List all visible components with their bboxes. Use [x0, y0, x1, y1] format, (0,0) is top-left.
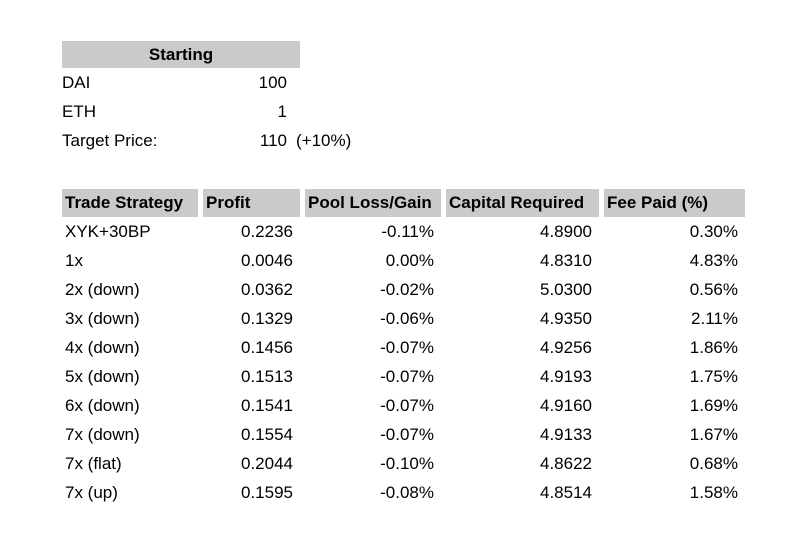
- strategy-name-cell: 7x (down): [65, 424, 140, 444]
- value-cell: 0.1595: [241, 482, 293, 502]
- strategy-name-cell: 1x: [65, 250, 83, 270]
- value-cell: 1.67%: [689, 424, 738, 444]
- strategy-table: Trade Strategy Profit Pool Loss/Gain Capita…: [62, 189, 745, 507]
- strategy-name-cell: XYK+30BP: [65, 221, 151, 241]
- strategy-header-row: Trade Strategy Profit Pool Loss/Gain Capita…: [62, 189, 745, 217]
- column-header: Fee Paid (%): [604, 189, 745, 217]
- value-cell: 0.0046: [241, 250, 293, 270]
- strategy-name-cell: 5x (down): [65, 366, 140, 386]
- table-row: 4x (down) 0.1456 -0.07% 4.9256 1.86%: [62, 333, 745, 362]
- strategy-name-cell: 7x (up): [65, 482, 118, 502]
- table-row: 1x 0.0046 0.00% 4.8310 4.83%: [62, 246, 745, 275]
- value-cell: 1.58%: [689, 482, 738, 502]
- value-cell: 4.9193: [540, 366, 592, 386]
- value-cell: 4.9256: [540, 337, 592, 357]
- value-cell: 4.83%: [689, 250, 738, 270]
- eth-value: 1: [277, 101, 287, 121]
- value-cell: 2.11%: [691, 308, 738, 328]
- value-cell: -0.10%: [380, 453, 434, 473]
- value-cell: 4.9160: [540, 395, 592, 415]
- table-row: 7x (down) 0.1554 -0.07% 4.9133 1.67%: [62, 420, 745, 449]
- value-cell: 0.68%: [689, 453, 738, 473]
- value-cell: 0.1456: [241, 337, 293, 357]
- value-cell: 0.1554: [241, 424, 293, 444]
- value-cell: 0.0362: [241, 279, 293, 299]
- table-row: 6x (down) 0.1541 -0.07% 4.9160 1.69%: [62, 391, 745, 420]
- column-header: Pool Loss/Gain: [305, 189, 441, 217]
- value-cell: -0.07%: [380, 424, 434, 444]
- value-cell: 4.8622: [540, 453, 592, 473]
- table-row: 5x (down) 0.1513 -0.07% 4.9193 1.75%: [62, 362, 745, 391]
- dai-value: 100: [258, 72, 287, 92]
- column-header: Trade Strategy: [62, 189, 198, 217]
- value-cell: -0.02%: [380, 279, 434, 299]
- value-cell: -0.07%: [380, 395, 434, 415]
- target-price-value: 110: [259, 130, 287, 150]
- value-cell: -0.11%: [381, 221, 434, 241]
- value-cell: 0.1513: [241, 366, 293, 386]
- dai-label: DAI: [62, 72, 91, 92]
- starting-header-cell: Starting: [62, 41, 300, 68]
- strategy-name-cell: 6x (down): [65, 395, 140, 415]
- value-cell: 0.1329: [241, 308, 293, 328]
- table-row: 7x (up) 0.1595 -0.08% 4.8514 1.58%: [62, 478, 745, 507]
- column-header: Profit: [203, 189, 300, 217]
- summary-row-target-price: Target Price: 110 (+10%): [62, 126, 351, 155]
- strategy-name-cell: 2x (down): [65, 279, 140, 299]
- summary-row-eth: ETH 1: [62, 97, 300, 126]
- starting-summary: Starting DAI 100 ETH 1 Target Price: 110…: [62, 41, 351, 155]
- value-cell: 4.8900: [540, 221, 592, 241]
- value-cell: -0.07%: [380, 337, 434, 357]
- value-cell: 0.00%: [385, 250, 434, 270]
- target-price-change-note: (+10%): [296, 131, 352, 150]
- table-row: 2x (down) 0.0362 -0.02% 5.0300 0.56%: [62, 275, 745, 304]
- value-cell: 1.75%: [689, 366, 738, 386]
- table-row: 7x (flat) 0.2044 -0.10% 4.8622 0.68%: [62, 449, 745, 478]
- value-cell: -0.07%: [380, 366, 434, 386]
- eth-label: ETH: [62, 101, 96, 121]
- table-row: 3x (down) 0.1329 -0.06% 4.9350 2.11%: [62, 304, 745, 333]
- value-cell: 0.2044: [241, 453, 293, 473]
- value-cell: 0.1541: [241, 395, 293, 415]
- value-cell: 4.9133: [540, 424, 592, 444]
- value-cell: 0.56%: [689, 279, 738, 299]
- table-row: XYK+30BP 0.2236 -0.11% 4.8900 0.30%: [62, 217, 745, 246]
- value-cell: 4.8514: [540, 482, 592, 502]
- strategy-name-cell: 4x (down): [65, 337, 140, 357]
- strategy-name-cell: 7x (flat): [65, 453, 122, 473]
- strategy-name-cell: 3x (down): [65, 308, 140, 328]
- strategy-table-body: XYK+30BP 0.2236 -0.11% 4.8900 0.30% 1x 0.0046 0…: [62, 217, 745, 507]
- value-cell: -0.08%: [380, 482, 434, 502]
- value-cell: 4.9350: [540, 308, 592, 328]
- value-cell: 0.30%: [689, 221, 738, 241]
- value-cell: 1.69%: [689, 395, 738, 415]
- value-cell: 0.2236: [241, 221, 293, 241]
- value-cell: 4.8310: [540, 250, 592, 270]
- target-price-label: Target Price:: [62, 130, 158, 150]
- value-cell: 5.0300: [540, 279, 592, 299]
- summary-row-dai: DAI 100: [62, 68, 300, 97]
- column-header: Capital Required: [446, 189, 599, 217]
- value-cell: -0.06%: [380, 308, 434, 328]
- value-cell: 1.86%: [689, 337, 738, 357]
